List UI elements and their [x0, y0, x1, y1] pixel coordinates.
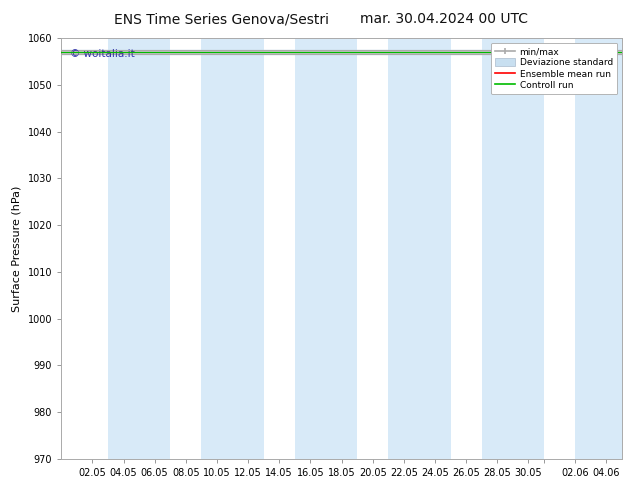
Bar — [482, 38, 544, 459]
Bar — [202, 38, 264, 459]
Text: © woitalia.it: © woitalia.it — [70, 49, 134, 59]
Text: mar. 30.04.2024 00 UTC: mar. 30.04.2024 00 UTC — [360, 12, 527, 26]
Text: ENS Time Series Genova/Sestri: ENS Time Series Genova/Sestri — [114, 12, 330, 26]
Bar — [108, 38, 171, 459]
Legend: min/max, Deviazione standard, Ensemble mean run, Controll run: min/max, Deviazione standard, Ensemble m… — [491, 43, 618, 95]
Bar — [575, 38, 634, 459]
Bar — [295, 38, 357, 459]
Bar — [388, 38, 451, 459]
Y-axis label: Surface Pressure (hPa): Surface Pressure (hPa) — [12, 185, 22, 312]
